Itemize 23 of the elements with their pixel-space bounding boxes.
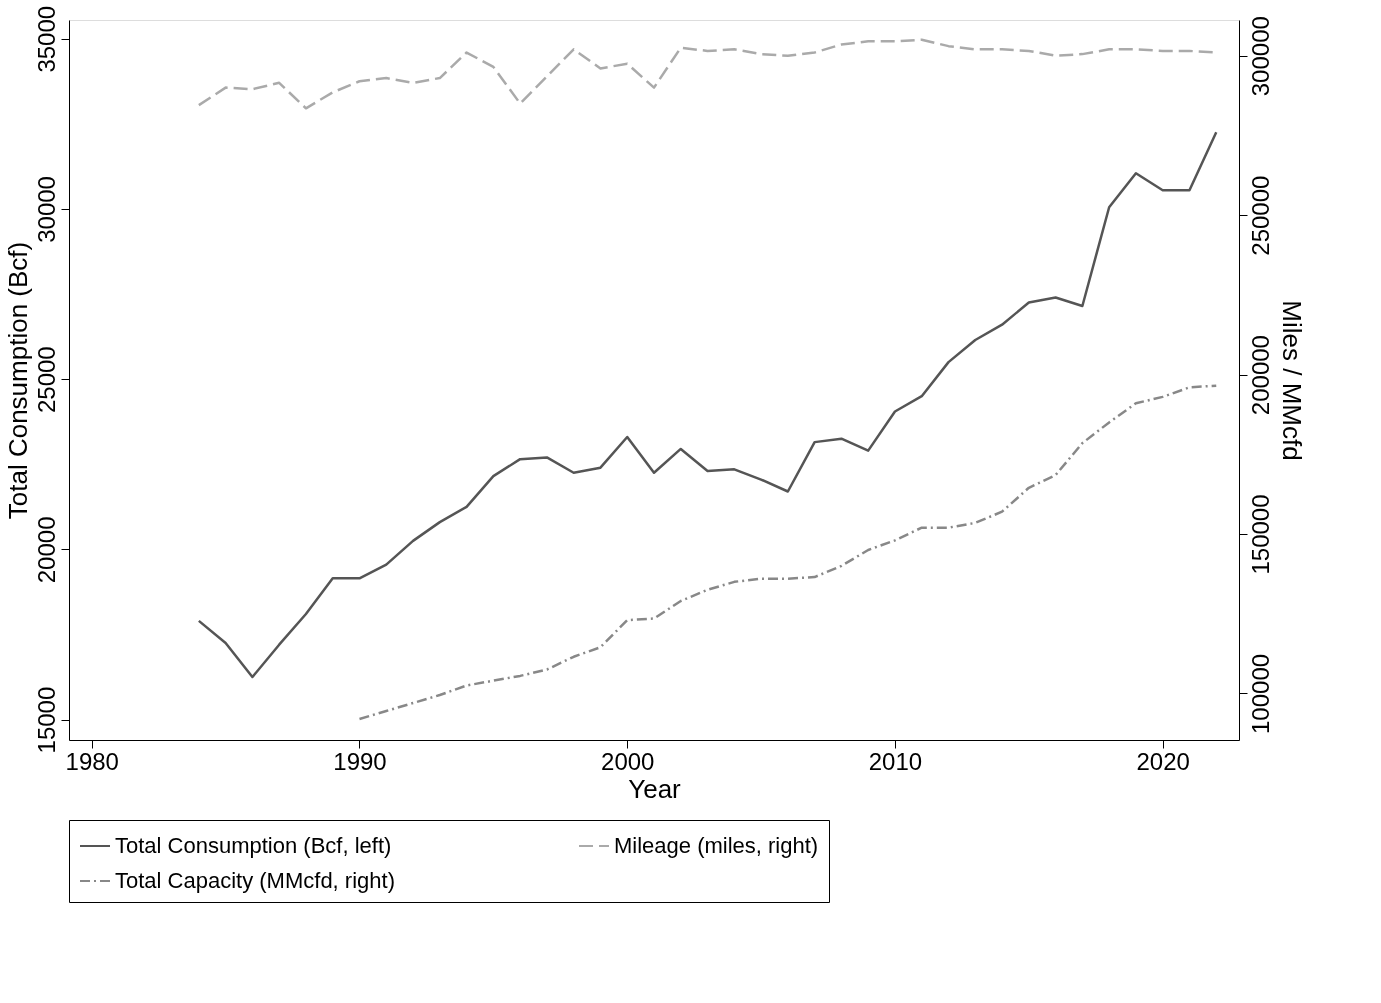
y2-tick-label: 100000 [1246,653,1274,734]
y-tick-label: 35000 [32,5,60,73]
y-tick-label: 30000 [32,176,60,243]
line-series [197,131,1218,679]
line-series [358,384,1218,721]
x-tick-label: 2020 [1136,747,1190,775]
y2-tick-label: 200000 [1246,335,1274,416]
x-tick-label: 2010 [868,747,923,775]
y2-axis-title: Miles / MMcfd [1276,300,1307,461]
y-tick-label: 15000 [32,686,60,754]
y-tick-label: 20000 [32,516,60,584]
x-tick-label: 1980 [65,747,119,775]
x-axis-title: Year [628,773,682,804]
legend-label: Mileage (miles, right) [614,833,819,858]
legend-label: Total Capacity (MMcfd, right) [115,868,395,893]
y-tick-label: 25000 [32,346,60,414]
y2-tick-label: 250000 [1246,175,1274,256]
x-tick-label: 1990 [333,747,387,775]
x-tick-label: 2000 [601,747,655,775]
y2-tick-label: 150000 [1246,494,1274,575]
y2-tick-label: 300000 [1246,16,1274,97]
legend-label: Total Consumption (Bcf, left) [115,833,392,858]
y-axis-title: Total Consumption (Bcf) [2,241,33,520]
